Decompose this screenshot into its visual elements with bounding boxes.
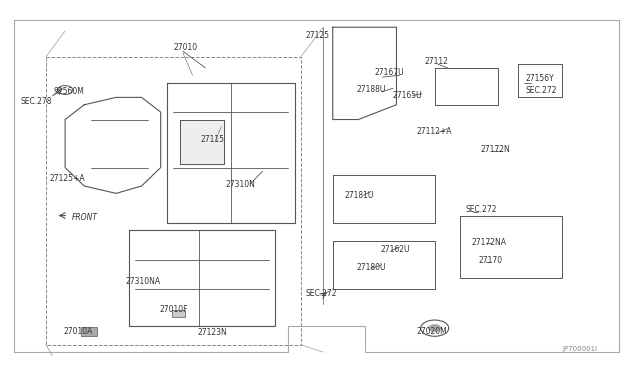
Text: 92560M: 92560M <box>54 87 84 96</box>
Text: 27172N: 27172N <box>481 145 510 154</box>
Text: SEC.278: SEC.278 <box>20 97 52 106</box>
Circle shape <box>428 324 441 332</box>
Text: 27180U: 27180U <box>357 263 387 272</box>
Text: 27125: 27125 <box>306 31 330 40</box>
Text: 27112: 27112 <box>424 57 449 66</box>
Text: 27125+A: 27125+A <box>49 174 85 183</box>
Text: 27167U: 27167U <box>375 68 404 77</box>
Bar <box>81 327 97 336</box>
Text: SEC.272: SEC.272 <box>525 86 557 94</box>
Text: 27170: 27170 <box>478 256 502 265</box>
Text: SEC.272: SEC.272 <box>306 289 337 298</box>
Text: 27156Y: 27156Y <box>525 74 554 83</box>
Text: 27010F: 27010F <box>159 305 188 314</box>
Text: 27123N: 27123N <box>198 328 227 337</box>
Text: 27112+A: 27112+A <box>417 127 452 136</box>
Text: 27162U: 27162U <box>381 245 410 254</box>
Text: 27172NA: 27172NA <box>472 238 507 247</box>
Text: 27115: 27115 <box>200 135 224 144</box>
Polygon shape <box>180 119 225 164</box>
Text: 27165U: 27165U <box>393 91 422 100</box>
Text: 27010A: 27010A <box>64 327 93 336</box>
Text: 27310N: 27310N <box>226 180 255 189</box>
Text: FRONT: FRONT <box>72 213 97 222</box>
Text: 27188U: 27188U <box>357 85 387 94</box>
Text: 27310NA: 27310NA <box>125 277 161 286</box>
Bar <box>172 310 185 317</box>
Text: 27020M: 27020M <box>417 327 447 336</box>
Text: SEC.272: SEC.272 <box>465 205 497 215</box>
Text: JP700001I: JP700001I <box>562 346 597 352</box>
Text: 27181U: 27181U <box>344 191 374 200</box>
Text: 27010: 27010 <box>173 43 198 52</box>
